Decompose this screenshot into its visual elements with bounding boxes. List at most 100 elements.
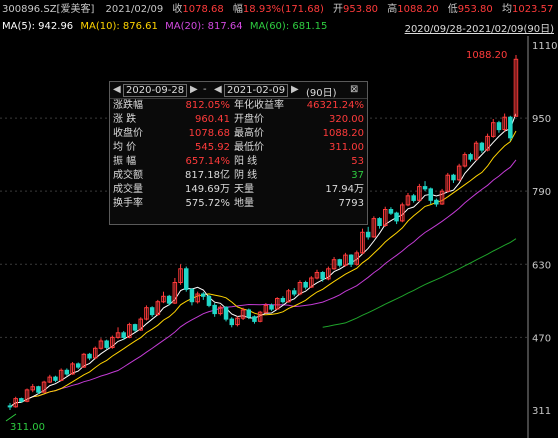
- stat-value: 812.05%: [185, 100, 231, 111]
- candle-body: [286, 290, 291, 303]
- candle: [473, 140, 479, 161]
- stat-value: 311.00: [329, 142, 364, 153]
- candle-body: [377, 218, 382, 227]
- candle: [132, 323, 138, 332]
- candle: [218, 305, 223, 316]
- candle: [337, 258, 342, 268]
- stat-label: 最低价: [234, 142, 264, 153]
- close-label: 收: [172, 4, 183, 15]
- date-range[interactable]: 2020/09/28-2021/02/09(90日): [404, 24, 554, 35]
- stats-row: 收盘价 1078.68 最高价 1088.20: [110, 127, 367, 141]
- candle: [314, 269, 320, 280]
- candle: [303, 280, 308, 290]
- ma10-value[interactable]: MA(10): 876.61: [80, 21, 158, 32]
- candle: [269, 303, 274, 311]
- candle-body: [451, 174, 456, 181]
- start-date-select[interactable]: 2020-09-28: [123, 84, 188, 97]
- candle-body: [195, 293, 200, 303]
- candle: [331, 256, 337, 270]
- quote-info-bar: 300896.SZ[爱美客] 2021/02/09 收1078.68 幅18.9…: [0, 3, 558, 16]
- candle-body: [178, 268, 183, 284]
- stat-label: 成交量: [113, 184, 143, 195]
- stock-code[interactable]: 300896.SZ[爱美客]: [2, 4, 95, 15]
- ma20-value[interactable]: MA(20): 817.64: [165, 21, 243, 32]
- stat-value: 17.94万: [325, 184, 364, 195]
- ma5-value[interactable]: MA(5): 942.96: [2, 21, 74, 32]
- low-value: 953.80: [457, 4, 493, 15]
- candle-body: [292, 290, 297, 295]
- stat-value: 1078.68: [188, 128, 230, 139]
- candle-body: [53, 376, 58, 381]
- candle: [246, 308, 251, 320]
- stat-value: 320.00: [329, 114, 364, 125]
- candle-body: [394, 212, 399, 222]
- candle-body: [371, 218, 377, 238]
- candle: [354, 250, 359, 266]
- stat-label: 涨跌幅: [113, 100, 143, 111]
- candle: [223, 306, 229, 322]
- candle: [115, 327, 121, 339]
- candle-body: [252, 316, 257, 322]
- stat-label: 阳 线: [234, 156, 258, 167]
- candle: [127, 322, 132, 339]
- stat-label: 阴 线: [234, 170, 258, 181]
- close-icon[interactable]: ⊠: [350, 84, 359, 95]
- price-axis-label: 790: [532, 187, 551, 198]
- candle: [64, 368, 70, 376]
- candle: [195, 291, 200, 304]
- open-label: 开: [333, 4, 344, 15]
- end-prev-icon[interactable]: ◀: [214, 84, 222, 95]
- candle: [377, 217, 382, 229]
- candle: [36, 385, 41, 395]
- candle: [53, 375, 58, 383]
- stats-row: 成交量 149.69万 天量 17.94万: [110, 183, 367, 197]
- period-low-label: 311.00: [10, 422, 45, 433]
- stat-value: 53: [351, 156, 364, 167]
- candle-body: [297, 282, 303, 295]
- candle-body: [275, 298, 280, 310]
- candle-body: [166, 295, 172, 304]
- candle: [417, 183, 422, 202]
- day-count: (90日): [306, 88, 337, 99]
- candle-body: [280, 298, 286, 303]
- ma60-value[interactable]: MA(60): 681.15: [249, 21, 328, 32]
- candle: [275, 297, 280, 310]
- end-date-select[interactable]: 2021-02-09: [224, 84, 289, 97]
- candle-body: [212, 304, 217, 315]
- price-axis-labels: 1110 950 790 630 470 311: [532, 41, 557, 417]
- candle: [104, 339, 109, 350]
- candle-body: [405, 195, 411, 206]
- candle-body: [206, 295, 212, 306]
- stats-row: 成交额 817.18亿阴 线 37: [110, 169, 367, 183]
- price-axis-label: 630: [532, 260, 551, 271]
- candle-body: [19, 398, 24, 402]
- start-next-icon[interactable]: ▶: [190, 84, 198, 95]
- stat-label: 均 价: [113, 142, 137, 153]
- candle-body: [485, 135, 490, 151]
- stat-value: 7793: [338, 198, 364, 209]
- candle: [41, 380, 47, 393]
- candlestick-chart[interactable]: 1110 950 790 630 470 311 311.00 1088.20: [0, 36, 558, 438]
- candle-body: [314, 272, 320, 279]
- candle-body: [64, 369, 70, 375]
- candle-body: [491, 122, 496, 137]
- start-prev-icon[interactable]: ◀: [113, 84, 121, 95]
- candle-body: [36, 386, 41, 393]
- open-value: 953.80: [343, 4, 379, 15]
- candle: [388, 207, 394, 215]
- stat-value: 575.72%: [185, 198, 231, 209]
- candle: [491, 119, 496, 138]
- candle: [121, 330, 126, 341]
- candle: [468, 152, 473, 162]
- candle: [240, 307, 246, 321]
- stat-value: 149.69万: [185, 184, 230, 195]
- candle-body: [127, 324, 132, 338]
- candle: [98, 338, 104, 350]
- stat-label: 成交额: [113, 170, 143, 181]
- candle: [365, 226, 371, 240]
- avg-label: 均: [501, 4, 512, 15]
- candle-body: [320, 272, 325, 280]
- candle: [76, 362, 81, 369]
- end-next-icon[interactable]: ▶: [291, 84, 299, 95]
